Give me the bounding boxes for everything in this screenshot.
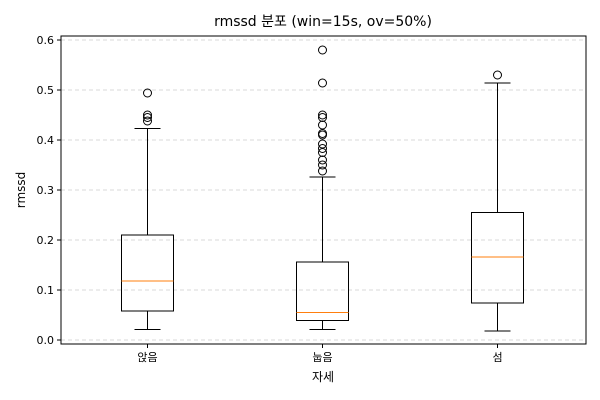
y-tick-label: 0.3 [37,184,55,197]
grid [61,39,586,341]
y-tick-label: 0.1 [37,284,55,297]
y-tick-label: 0.4 [37,134,55,147]
outlier-point [318,139,327,149]
x-tick-label: 눕음 [312,351,332,364]
outlier-point [143,110,152,120]
box-iqr [121,234,174,312]
y-axis-title: rmssd [14,172,28,209]
box-plots [121,45,524,332]
box-iqr [471,212,524,304]
y-tick-label: 0.0 [37,334,55,347]
outlier-point [318,45,327,55]
box-iqr [296,261,349,321]
outlier-point [493,70,502,80]
outlier-point [318,110,327,120]
y-tick-label: 0.6 [37,34,55,47]
outlier-point [318,144,327,153]
outlier-point [143,88,152,98]
outlier-point [318,78,327,88]
outlier-point [318,113,327,122]
chart-title: rmssd 분포 (win=15s, ov=50%) [214,14,432,30]
axes: 0.0 0.1 0.2 0.3 0.4 0.5 0.6 앉음 눕음 섬 [37,34,503,364]
x-tick-label: 섬 [492,351,502,364]
outlier-point [318,166,327,176]
y-tick-label: 0.2 [37,234,55,247]
outlier-point [143,113,152,122]
outlier-point [143,116,152,126]
outlier-point [318,160,327,170]
outlier-point [318,120,327,130]
x-axis-title: 자세 [312,370,334,384]
box-plot-2 [296,45,349,330]
box-plot-1 [121,88,174,330]
x-tick-label: 앉음 [137,351,157,364]
y-tick-label: 0.5 [37,84,55,97]
box-plot-3 [471,70,524,332]
outlier-point [318,155,327,165]
